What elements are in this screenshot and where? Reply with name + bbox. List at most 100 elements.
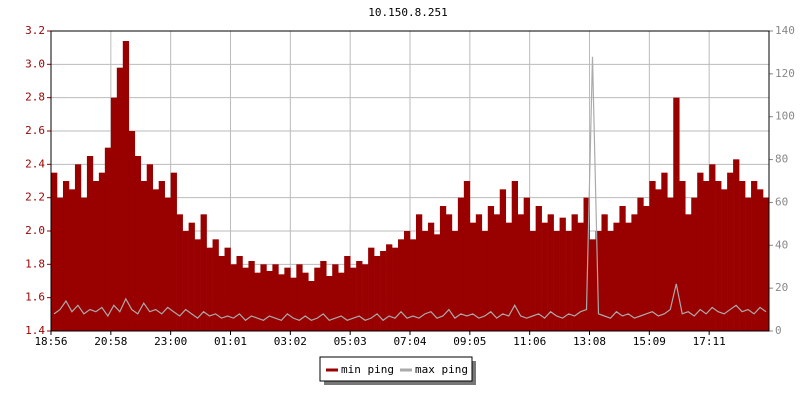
bar	[427, 222, 435, 331]
bar	[661, 172, 668, 331]
bar	[92, 181, 100, 331]
y2-tick-label: 140	[775, 24, 795, 37]
bar	[146, 164, 154, 331]
bar	[631, 214, 638, 331]
bar	[140, 181, 148, 331]
bar	[290, 277, 297, 331]
bar	[380, 251, 387, 331]
y-tick-label: 2.2	[25, 191, 45, 204]
bar	[613, 222, 620, 331]
axes: 1.4 1.6 1.8 2.0 2.2 2.4 2.6 2.8 3.0 3.2 0 20 40 60 80 1…	[25, 24, 795, 348]
bar	[230, 264, 237, 331]
y2-tick-label: 80	[775, 153, 788, 166]
bar	[194, 239, 201, 331]
legend-label: min ping	[341, 363, 394, 376]
bar	[547, 214, 554, 331]
bar	[697, 172, 704, 331]
bar	[709, 164, 716, 331]
y-tick-label: 1.8	[25, 257, 45, 270]
chart-title: 10.150.8.251	[368, 6, 447, 19]
bar	[278, 274, 285, 331]
bar	[332, 264, 339, 331]
bar	[68, 189, 76, 331]
bar	[733, 159, 740, 331]
bar	[158, 181, 165, 331]
bar	[152, 189, 159, 331]
bar	[523, 197, 530, 331]
bar	[487, 206, 495, 331]
bar	[386, 244, 393, 331]
bar	[685, 214, 692, 331]
bar	[451, 231, 459, 331]
bar	[505, 222, 513, 331]
y-tick-label: 2.4	[25, 157, 45, 170]
bar	[649, 181, 656, 331]
bar	[607, 231, 614, 331]
bar	[86, 156, 94, 331]
bar	[350, 267, 357, 331]
x-tick-label: 15:09	[633, 335, 666, 348]
bar	[212, 239, 219, 331]
y2-tick-label: 20	[775, 281, 788, 294]
bar	[583, 197, 590, 331]
bar	[51, 172, 58, 331]
bar	[368, 247, 375, 331]
y2-tick-label: 120	[775, 67, 795, 80]
bar	[176, 214, 183, 331]
bar	[284, 267, 291, 331]
bar	[421, 231, 429, 331]
y-tick-label: 1.6	[25, 291, 45, 304]
x-tick-label: 13:08	[573, 335, 606, 348]
plot-frame	[50, 30, 770, 332]
bar	[517, 214, 524, 331]
bar	[637, 197, 644, 331]
bar	[565, 231, 572, 331]
bar	[457, 197, 465, 331]
x-tick-label: 05:03	[334, 335, 367, 348]
line	[53, 56, 767, 322]
bar	[745, 197, 752, 331]
bar	[188, 222, 195, 331]
bar	[559, 217, 566, 331]
bar	[577, 222, 584, 331]
bar	[499, 189, 507, 331]
y2-tick-label: 0	[775, 324, 782, 337]
bar	[182, 231, 189, 331]
bar	[344, 256, 351, 331]
bar	[553, 231, 560, 331]
x-tick-label: 01:01	[214, 335, 247, 348]
bar	[481, 231, 489, 331]
x-tick-label: 20:58	[94, 335, 127, 348]
bar	[116, 67, 124, 332]
plot	[51, 41, 770, 332]
legend: min ping max ping	[319, 356, 476, 385]
bar	[224, 247, 231, 331]
bar	[415, 214, 423, 331]
y-tick-label: 3.2	[25, 24, 45, 37]
bar	[254, 272, 261, 331]
bar	[673, 97, 680, 332]
bar	[170, 172, 177, 331]
bar	[62, 181, 70, 331]
y-tick-label: 2.6	[25, 124, 45, 137]
bar	[272, 264, 279, 331]
x-tick-label: 07:04	[393, 335, 426, 348]
bar	[356, 261, 363, 331]
bar	[236, 256, 243, 331]
bar	[595, 231, 602, 331]
bar	[218, 256, 225, 331]
bar	[56, 197, 64, 331]
bar	[104, 147, 112, 331]
bar	[433, 234, 441, 331]
bar	[439, 206, 447, 331]
bar	[511, 181, 518, 331]
bar	[362, 264, 369, 331]
bar	[134, 156, 142, 331]
bar	[589, 239, 596, 331]
bar	[475, 214, 483, 331]
bar	[529, 231, 536, 331]
bar	[667, 197, 674, 331]
bar	[469, 222, 477, 331]
bar	[242, 267, 249, 331]
